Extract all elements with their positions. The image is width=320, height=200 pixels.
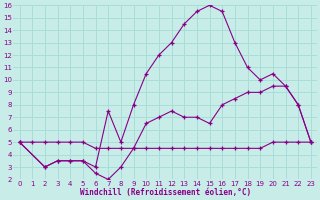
X-axis label: Windchill (Refroidissement éolien,°C): Windchill (Refroidissement éolien,°C) xyxy=(80,188,251,197)
